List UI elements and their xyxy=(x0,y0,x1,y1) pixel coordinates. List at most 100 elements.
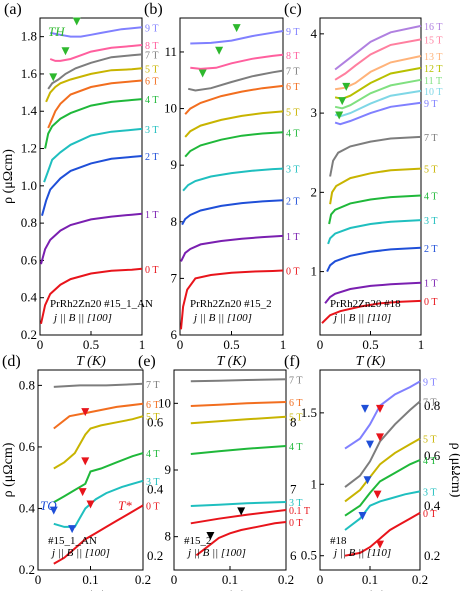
series-label-a: 6 T xyxy=(145,76,158,87)
y-axis-label-a: ρ (μΩcm) xyxy=(1,149,16,204)
series-line-c xyxy=(334,55,422,91)
series-line-e xyxy=(195,521,287,557)
series-line-b xyxy=(184,131,284,158)
marker-text-d: TQ xyxy=(40,498,57,513)
marker-arrow-f xyxy=(366,440,374,449)
series-line-d xyxy=(53,504,144,565)
y-tick-label-f: 0.5 xyxy=(301,548,317,563)
series-label-c: 7 T xyxy=(424,133,437,144)
x-tick-label-d: 0 xyxy=(35,572,42,587)
y-tick-label-e: 9 xyxy=(165,462,172,477)
series-label-a: 1 T xyxy=(145,210,158,221)
panel-frame-b xyxy=(179,17,284,336)
marker-arrow-f xyxy=(376,404,384,413)
marker-arrow-b xyxy=(198,69,207,78)
series-line-e xyxy=(190,509,287,525)
y-tick-label-a: 0.4 xyxy=(21,290,38,305)
y-tick-label-d: 0.8 xyxy=(19,377,35,392)
series-label-a: 0 T xyxy=(145,265,158,276)
series-label-b: 7 T xyxy=(286,67,299,78)
y-tick-label-right-e: 8 xyxy=(290,415,297,430)
series-label-e: 0 T xyxy=(289,518,302,529)
series-line-a xyxy=(47,53,143,90)
geometry-label-d: j || B || [100] xyxy=(50,547,110,559)
series-label-f: 0 T xyxy=(423,509,436,520)
marker-arrow-c xyxy=(335,111,344,120)
series-line-c xyxy=(329,135,422,177)
y-tick-label-a: 1.2 xyxy=(21,141,37,156)
marker-arrow-f xyxy=(376,540,384,549)
panel-label-e: (e) xyxy=(138,353,156,370)
series-line-e xyxy=(190,501,287,507)
y-tick-label-e: 10 xyxy=(158,395,171,410)
y-tick-label-right-f: 0.4 xyxy=(424,498,441,513)
y-tick-label-a: 1.4 xyxy=(21,103,38,118)
series-label-c: 11 T xyxy=(424,76,442,87)
x-tick-label-c: 0.5 xyxy=(362,337,378,352)
marker-arrow-d xyxy=(81,457,90,466)
series-label-e: 0.1 T xyxy=(289,506,310,517)
series-label-f: 5 T xyxy=(423,435,436,446)
series-line-d xyxy=(53,402,144,430)
panel-frame-c xyxy=(319,17,422,336)
x-tick-label-e: 0.1 xyxy=(222,572,238,587)
series-line-d xyxy=(53,415,144,470)
marker-arrow-f xyxy=(361,404,369,413)
series-label-c: 16 T xyxy=(424,22,442,33)
marker-arrow-d xyxy=(49,506,58,515)
series-line-b xyxy=(180,269,284,330)
y-tick-label-right-d: 0.2 xyxy=(147,548,163,563)
series-line-b xyxy=(187,69,284,92)
y-tick-label-f: 1 xyxy=(311,476,318,491)
series-line-c xyxy=(334,101,422,126)
sample-label-a: PrRh2Zn20 #15_1_AN xyxy=(50,298,153,310)
marker-arrow-d xyxy=(78,488,87,497)
y-tick-label-c: 2 xyxy=(311,184,318,199)
series-line-b xyxy=(182,167,284,192)
marker-arrow-f xyxy=(358,512,367,520)
x-axis-label-e: T (K) xyxy=(215,589,245,591)
marker-arrow-e xyxy=(237,507,246,516)
y-tick-label-right-f: 0.2 xyxy=(424,548,440,563)
series-label-c: 2 T xyxy=(424,244,437,255)
y-tick-label-a: 0.6 xyxy=(21,252,38,267)
series-label-f: 7 T xyxy=(423,397,436,408)
series-label-d: 5 T xyxy=(146,412,159,423)
x-tick-label-e: 0 xyxy=(171,572,178,587)
series-line-e xyxy=(190,401,287,407)
series-line-c xyxy=(324,281,422,304)
y-tick-label-e: 8 xyxy=(165,529,172,544)
y-tick-label-b: 11 xyxy=(164,44,177,59)
marker-text-a: TH xyxy=(48,24,65,39)
y-tick-label-right-f: 0.8 xyxy=(424,398,440,413)
marker-arrow-a xyxy=(49,73,58,82)
panel-label-a: (a) xyxy=(4,1,22,18)
marker-arrow-d xyxy=(68,525,77,534)
series-label-b: 3 T xyxy=(286,165,299,176)
geometry-label-a: j || B || [100] xyxy=(52,312,112,324)
series-line-c xyxy=(321,299,422,324)
sample-label-e: #15_2 xyxy=(184,535,212,547)
y-tick-label-a: 1.6 xyxy=(21,66,38,81)
series-line-c xyxy=(328,194,422,225)
x-axis-label-f: T (K) xyxy=(355,589,385,591)
y-tick-label-b: 8 xyxy=(171,214,178,229)
series-label-a: 8 T xyxy=(145,41,158,52)
x-axis-label-d: T (K) xyxy=(76,589,106,591)
series-label-c: 15 T xyxy=(424,35,442,46)
sample-label-d: #15_1_AN xyxy=(48,535,97,547)
y-tick-label-d: 0.2 xyxy=(19,562,35,577)
y-tick-label-a: 0.2 xyxy=(21,327,37,342)
marker-arrow-a xyxy=(72,17,81,26)
series-label-e: 4 T xyxy=(289,442,302,453)
series-line-a xyxy=(49,44,143,62)
x-tick-label-c: 1 xyxy=(418,337,425,352)
series-label-c: 0 T xyxy=(424,297,437,308)
series-line-f xyxy=(344,512,421,557)
series-label-b: 8 T xyxy=(286,51,299,62)
y-tick-label-a: 1.0 xyxy=(21,178,37,193)
x-tick-label-b: 0.5 xyxy=(223,337,239,352)
series-line-c xyxy=(334,38,422,81)
series-line-b xyxy=(181,199,284,226)
series-label-a: 3 T xyxy=(145,125,158,136)
